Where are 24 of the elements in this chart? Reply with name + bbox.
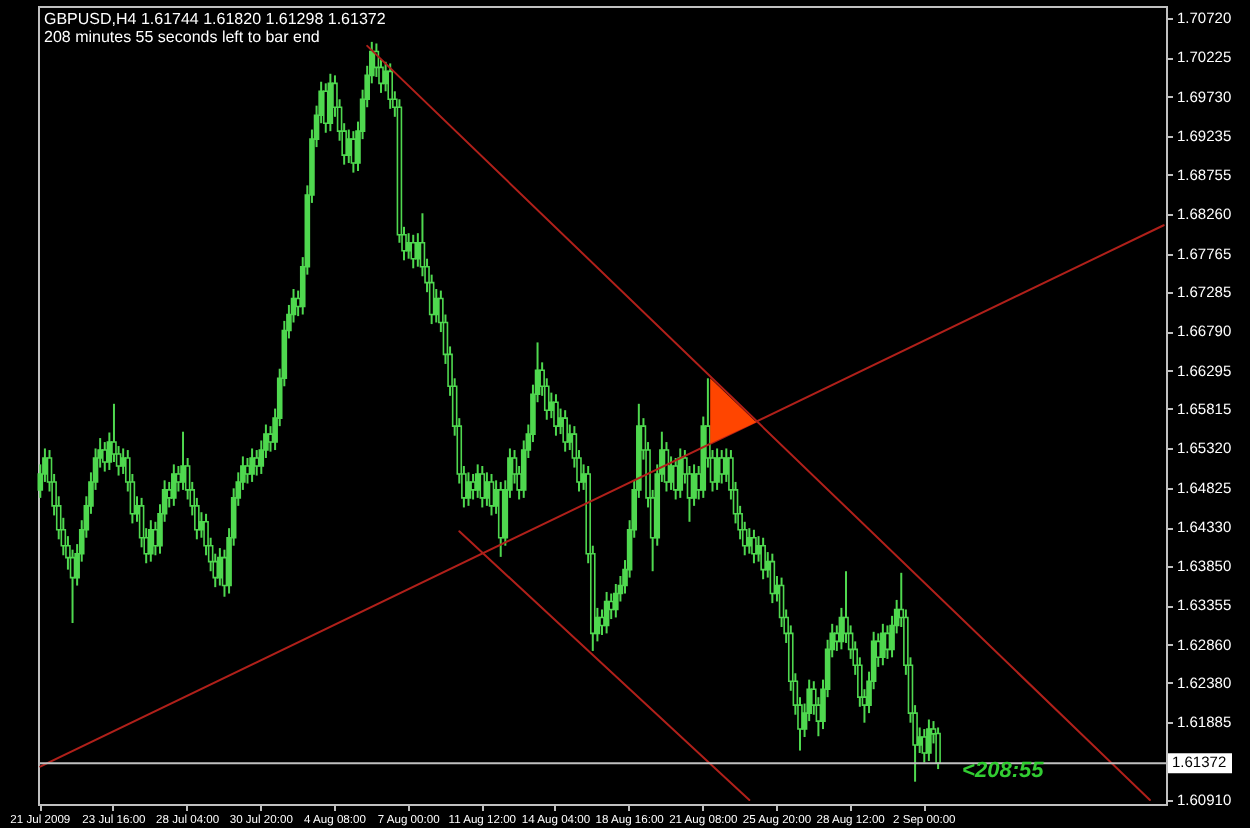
annotation: <208:55 [962, 759, 1046, 784]
candlestick [760, 536, 766, 581]
candlestick [479, 464, 486, 509]
candlestick [171, 463, 177, 507]
candlestick [101, 441, 108, 473]
text: 208 minutes 55 seconds left to bar end [44, 28, 320, 46]
candlestick [387, 62, 394, 110]
candlestick [345, 128, 352, 165]
chart-title: GBPUSD,H4 1.61744 1.61820 1.61298 1.61372 [44, 10, 387, 28]
candlestick [470, 472, 476, 501]
candlestick [410, 233, 417, 270]
candlestick [718, 449, 725, 485]
candlestick [880, 622, 886, 667]
candlestick [484, 471, 490, 507]
candlestick [714, 447, 720, 491]
candlestick [677, 447, 684, 499]
candlestick [613, 582, 619, 619]
candlestick [562, 409, 568, 453]
candlestick [497, 480, 504, 558]
candlestick [180, 430, 186, 491]
candlestick [751, 528, 757, 565]
candlestick [553, 393, 559, 437]
candlestick [249, 447, 255, 483]
candlestick [148, 519, 154, 563]
